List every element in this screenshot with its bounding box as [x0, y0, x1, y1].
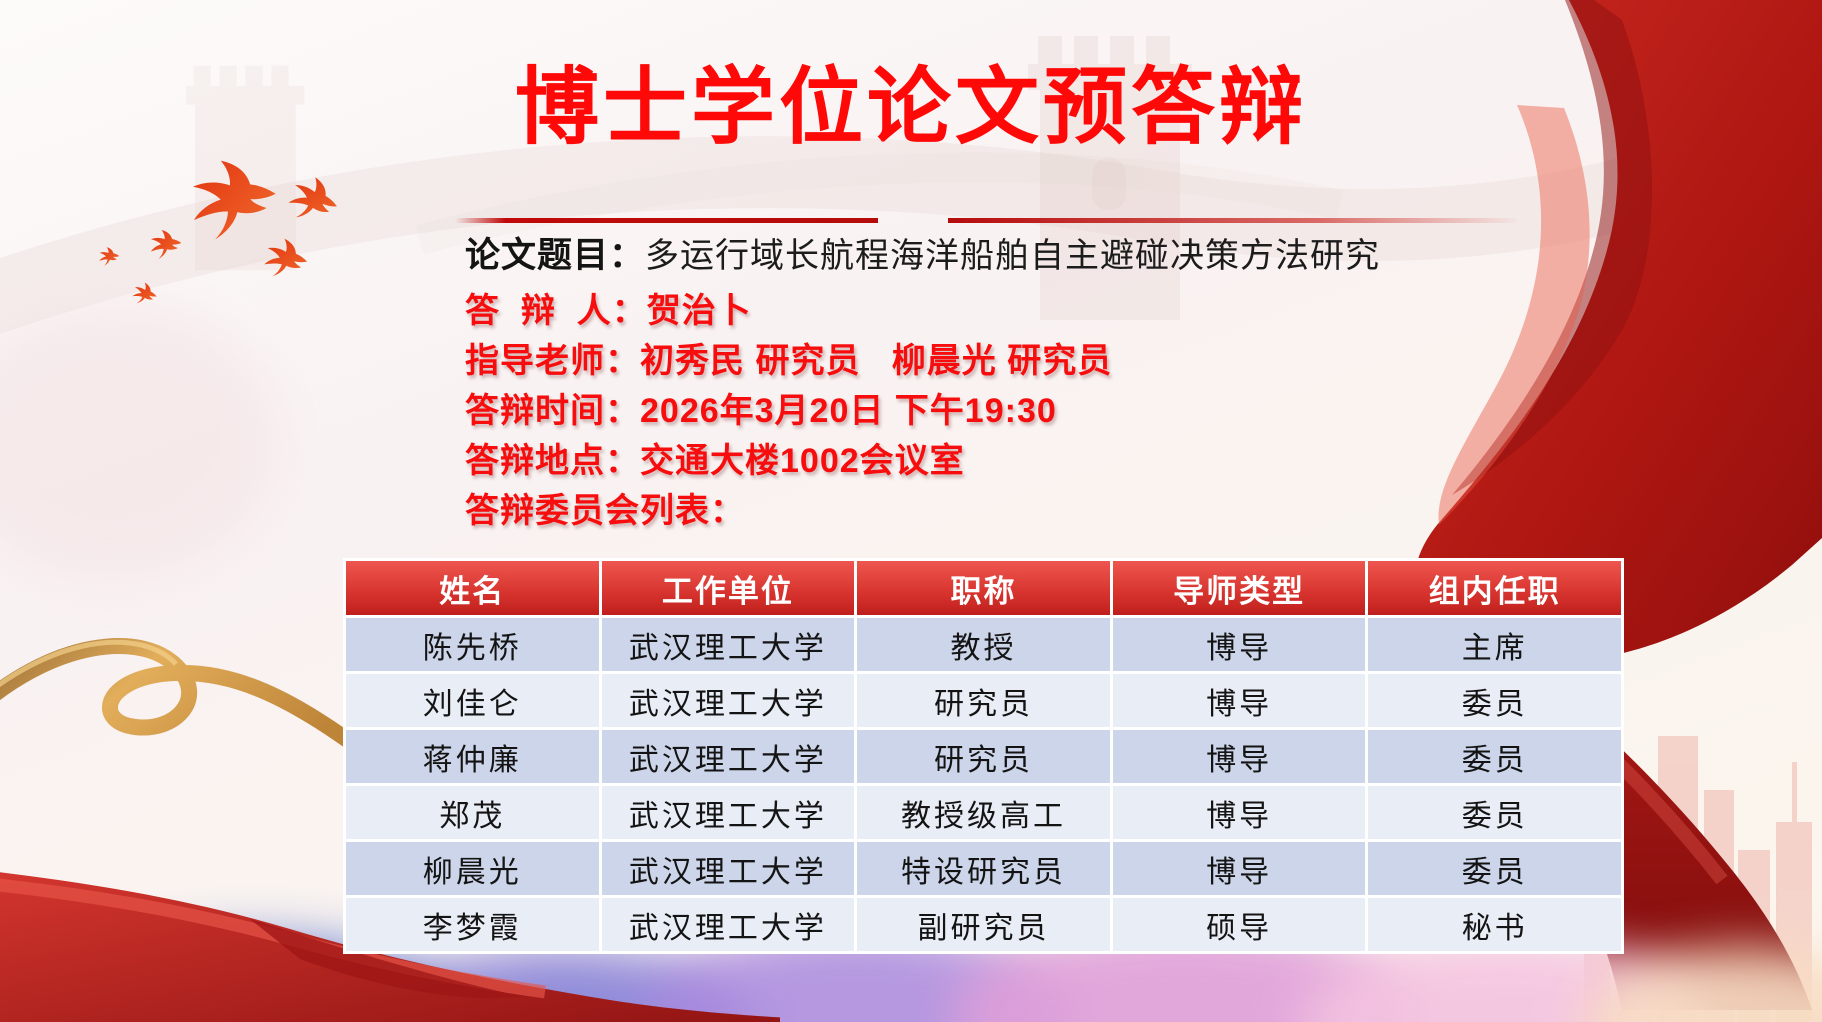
committee-cell: 武汉理工大学 — [601, 674, 855, 727]
divider-left-segment — [455, 218, 878, 223]
title-divider — [455, 218, 1517, 223]
committee-cell: 委员 — [1368, 674, 1621, 727]
gold-ribbon-icon — [0, 638, 380, 767]
info-line-committee-list: 答辩委员会列表： — [465, 482, 1112, 532]
committee-cell: 教授级高工 — [857, 786, 1110, 839]
info-line-candidate: 答 辩 人： 贺治卜 — [465, 282, 1112, 332]
committee-cell: 武汉理工大学 — [601, 730, 855, 783]
committee-cell: 博导 — [1112, 730, 1366, 783]
divider-right-segment — [948, 218, 1517, 223]
info-label: 答辩委员会列表： — [465, 491, 745, 530]
committee-row: 李梦霞 武汉理工大学 副研究员 硕导 秘书 — [346, 898, 1621, 951]
info-line-location: 答辩地点： 交通大楼1002会议室 — [465, 432, 1112, 482]
defense-info-block: 答 辩 人： 贺治卜 指导老师： 初秀民 研究员 柳晨光 研究员 答辩时间： 2026… — [465, 282, 1112, 532]
committee-cell: 主席 — [1368, 618, 1621, 671]
committee-row: 郑茂 武汉理工大学 教授级高工 博导 委员 — [346, 786, 1621, 839]
committee-row: 柳晨光 武汉理工大学 特设研究员 博导 委员 — [346, 842, 1621, 895]
header-cell-supervisor-type: 导师类型 — [1112, 561, 1366, 615]
info-value: 初秀民 研究员 柳晨光 研究员 — [640, 341, 1113, 380]
committee-cell: 郑茂 — [346, 786, 599, 839]
thesis-topic-text: 多运行域长航程海洋船舶自主避碰决策方法研究 — [645, 237, 1381, 275]
committee-cell: 博导 — [1112, 842, 1366, 895]
committee-cell: 柳晨光 — [346, 842, 599, 895]
slide-title: 博士学位论文预答辩 — [514, 60, 1307, 154]
header-row: 姓名 工作单位 职称 导师类型 组内任职 — [346, 561, 1621, 615]
committee-cell: 教授 — [857, 618, 1110, 671]
committee-cell: 刘佳仑 — [346, 674, 599, 727]
info-value: 贺治卜 — [646, 291, 752, 330]
header-cell-role: 组内任职 — [1368, 561, 1621, 615]
thesis-topic-line: 论文题目： 多运行域长航程海洋船舶自主避碰决策方法研究 — [465, 230, 1381, 275]
committee-cell: 陈先桥 — [346, 618, 599, 671]
info-label: 指导老师： — [465, 341, 640, 380]
info-label: 答辩地点： — [465, 441, 640, 480]
committee-row: 蒋仲廉 武汉理工大学 研究员 博导 委员 — [346, 730, 1621, 783]
committee-table-header: 姓名 工作单位 职称 导师类型 组内任职 — [346, 561, 1621, 615]
committee-cell: 蒋仲廉 — [346, 730, 599, 783]
committee-cell: 李梦霞 — [346, 898, 599, 951]
committee-cell: 武汉理工大学 — [601, 618, 855, 671]
committee-cell: 博导 — [1112, 618, 1366, 671]
committee-table-body: 陈先桥 武汉理工大学 教授 博导 主席 刘佳仑 武汉理工大学 研究员 博导 委员 蒋仲廉 武汉理工大学… — [346, 618, 1621, 951]
header-cell-affiliation: 工作单位 — [601, 561, 855, 615]
info-value: 交通大楼1002会议室 — [640, 441, 965, 480]
info-value: 2026年3月20日 下午19:30 — [640, 391, 1057, 430]
committee-cell: 秘书 — [1368, 898, 1621, 951]
header-cell-name: 姓名 — [346, 561, 599, 615]
info-line-advisors: 指导老师： 初秀民 研究员 柳晨光 研究员 — [465, 332, 1112, 382]
committee-cell: 研究员 — [857, 730, 1110, 783]
info-label: 答辩时间： — [465, 391, 640, 430]
committee-cell: 委员 — [1368, 730, 1621, 783]
committee-cell: 武汉理工大学 — [601, 842, 855, 895]
info-label: 答 辩 人： — [465, 291, 647, 330]
committee-cell: 特设研究员 — [857, 842, 1110, 895]
committee-cell: 委员 — [1368, 842, 1621, 895]
committee-row: 刘佳仑 武汉理工大学 研究员 博导 委员 — [346, 674, 1621, 727]
committee-cell: 研究员 — [857, 674, 1110, 727]
committee-cell: 副研究员 — [857, 898, 1110, 951]
committee-cell: 武汉理工大学 — [601, 786, 855, 839]
committee-row: 陈先桥 武汉理工大学 教授 博导 主席 — [346, 618, 1621, 671]
info-line-time: 答辩时间： 2026年3月20日 下午19:30 — [465, 382, 1112, 432]
committee-cell: 武汉理工大学 — [601, 898, 855, 951]
committee-table: 姓名 工作单位 职称 导师类型 组内任职 陈先桥 武汉理工大学 教授 博导 主席 刘佳仑武… — [343, 558, 1624, 954]
header-cell-title: 职称 — [857, 561, 1110, 615]
committee-cell: 博导 — [1112, 674, 1366, 727]
pink-haze — [0, 300, 280, 580]
thesis-topic-label: 论文题目： — [465, 235, 646, 275]
committee-cell: 委员 — [1368, 786, 1621, 839]
committee-cell: 硕导 — [1112, 898, 1366, 951]
committee-cell: 博导 — [1112, 786, 1366, 839]
